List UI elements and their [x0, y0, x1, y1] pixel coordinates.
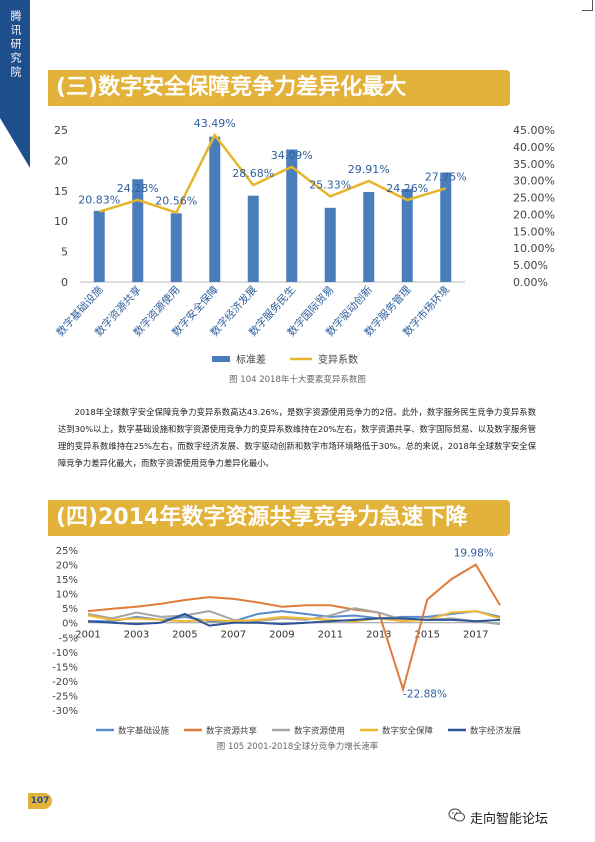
legend-label: 数字资源共享 — [206, 726, 258, 737]
bar-std-dev — [440, 172, 452, 282]
legend-label: 数字基础设施 — [118, 726, 170, 737]
bar-std-dev — [286, 149, 298, 282]
y-tick-label: 5% — [62, 604, 78, 615]
sidebar-cut-decoration — [0, 118, 30, 168]
x-tick-label: 2009 — [269, 630, 294, 641]
y-right-tick-label: 45.00% — [513, 124, 555, 137]
x-tick-label: 2003 — [124, 630, 149, 641]
y-left-tick-label: 15 — [54, 185, 68, 198]
y-right-tick-label: 20.00% — [513, 208, 555, 221]
y-right-tick-label: 25.00% — [513, 192, 555, 205]
variation-chart: 0 5 10 15 20 25 0.00% 5.00% 10.00% 15.00% 20.00% 25… — [54, 117, 555, 366]
cv-data-label: 43.49% — [194, 117, 236, 130]
series-line — [87, 612, 501, 627]
x-tick-label: 2015 — [415, 630, 440, 641]
legend-label: 数字经济发展 — [470, 726, 522, 737]
y-tick-label: -5% — [59, 633, 78, 644]
y-right-tick-label: 30.00% — [513, 175, 555, 188]
y-tick-label: -30% — [52, 706, 78, 717]
bar-std-dev — [401, 188, 413, 282]
y-tick-label: 25% — [56, 546, 78, 557]
y-left-tick-label: 5 — [61, 246, 68, 259]
bar-std-dev — [363, 192, 375, 282]
y-right-tick-label: 35.00% — [513, 158, 555, 171]
page-number: 107 — [28, 793, 52, 809]
section-title-4: (四)2014年数字资源共享竞争力急速下降 — [56, 505, 468, 530]
bar-std-dev — [324, 207, 336, 282]
x-tick-label: 2005 — [172, 630, 197, 641]
line-cv-series — [98, 132, 447, 215]
x-tick-label: 2007 — [221, 630, 246, 641]
corner-crop-mark — [582, 0, 593, 11]
cv-data-label: 20.83% — [78, 194, 120, 207]
legend-label: 数字资源使用 — [294, 726, 345, 737]
bar-std-dev — [93, 210, 105, 282]
x-tick-label: 2001 — [75, 630, 100, 641]
legend-label: 标准差 — [236, 353, 266, 366]
x-tick-label: 2017 — [463, 630, 488, 641]
series-line — [87, 563, 501, 693]
series-line — [87, 610, 501, 623]
y-left-tick-label: 10 — [54, 215, 68, 228]
figure-104-caption: 图 104 2018年十大要素变异系数图 — [229, 375, 366, 385]
brand-name: 走向智能论坛 — [470, 812, 549, 827]
wechat-icon — [448, 808, 465, 822]
y-right-tick-label: 10.00% — [513, 242, 555, 255]
legend-swatch-bar — [212, 356, 230, 362]
cv-data-label: 27.75% — [425, 170, 467, 183]
y-tick-label: -20% — [52, 677, 78, 688]
y-tick-label: 15% — [56, 575, 78, 586]
cv-data-label: 24.28% — [117, 182, 159, 195]
cv-data-label: 34.09% — [271, 149, 313, 162]
bar-std-dev — [247, 195, 259, 282]
legend-label: 变异系数 — [318, 353, 358, 366]
bar-std-dev — [209, 136, 221, 282]
section-banner-4: (四)2014年数字资源共享竞争力急速下降 — [48, 500, 510, 536]
y-left-tick-label: 20 — [54, 154, 68, 167]
y-tick-label: -15% — [52, 662, 78, 673]
sidebar-label: 腾讯研究院 — [9, 10, 22, 80]
y-right-tick-label: 0.00% — [513, 276, 548, 289]
cv-data-label: 24.26% — [386, 182, 428, 195]
cv-data-label: 25.33% — [309, 178, 351, 191]
y-right-tick-label: 15.00% — [513, 225, 555, 238]
y-left-tick-label: 0 — [61, 276, 68, 289]
cv-data-label: 28.68% — [232, 167, 274, 180]
section-banner-3: (三)数字安全保障竞争力差异化最大 — [48, 70, 510, 106]
growth-rate-chart: 25% 20% 15% 10% 5% 0% -5% -10% -15% -20% -25% -30% 2… — [52, 546, 522, 737]
y-tick-label: -10% — [52, 648, 78, 659]
cv-data-label: 29.91% — [348, 163, 390, 176]
x-tick-label: 2013 — [366, 630, 391, 641]
figure-105-caption: 图 105 2001-2018全球分竞争力增长速率 — [216, 742, 379, 752]
x-tick-label: 2011 — [318, 630, 343, 641]
annotation-label: 19.98% — [454, 548, 494, 560]
annotation-label: -22.88% — [403, 688, 447, 700]
y-right-tick-label: 5.00% — [513, 259, 548, 272]
y-tick-label: 0% — [62, 619, 78, 630]
bar-std-dev — [170, 213, 182, 282]
y-right-tick-label: 40.00% — [513, 141, 555, 154]
body-paragraph: 2018年全球数字安全保障竞争力变异系数高达43.26%，是数字资源使用竞争力的… — [58, 407, 536, 468]
y-tick-label: 10% — [56, 590, 78, 601]
cv-data-label: 20.56% — [155, 195, 197, 208]
y-tick-label: 20% — [56, 561, 78, 572]
legend-label: 数字安全保障 — [382, 726, 434, 737]
bar-std-dev — [132, 179, 144, 282]
section-title-3: (三)数字安全保障竞争力差异化最大 — [56, 75, 407, 100]
y-left-tick-label: 25 — [54, 124, 68, 137]
y-tick-label: -25% — [52, 691, 78, 702]
